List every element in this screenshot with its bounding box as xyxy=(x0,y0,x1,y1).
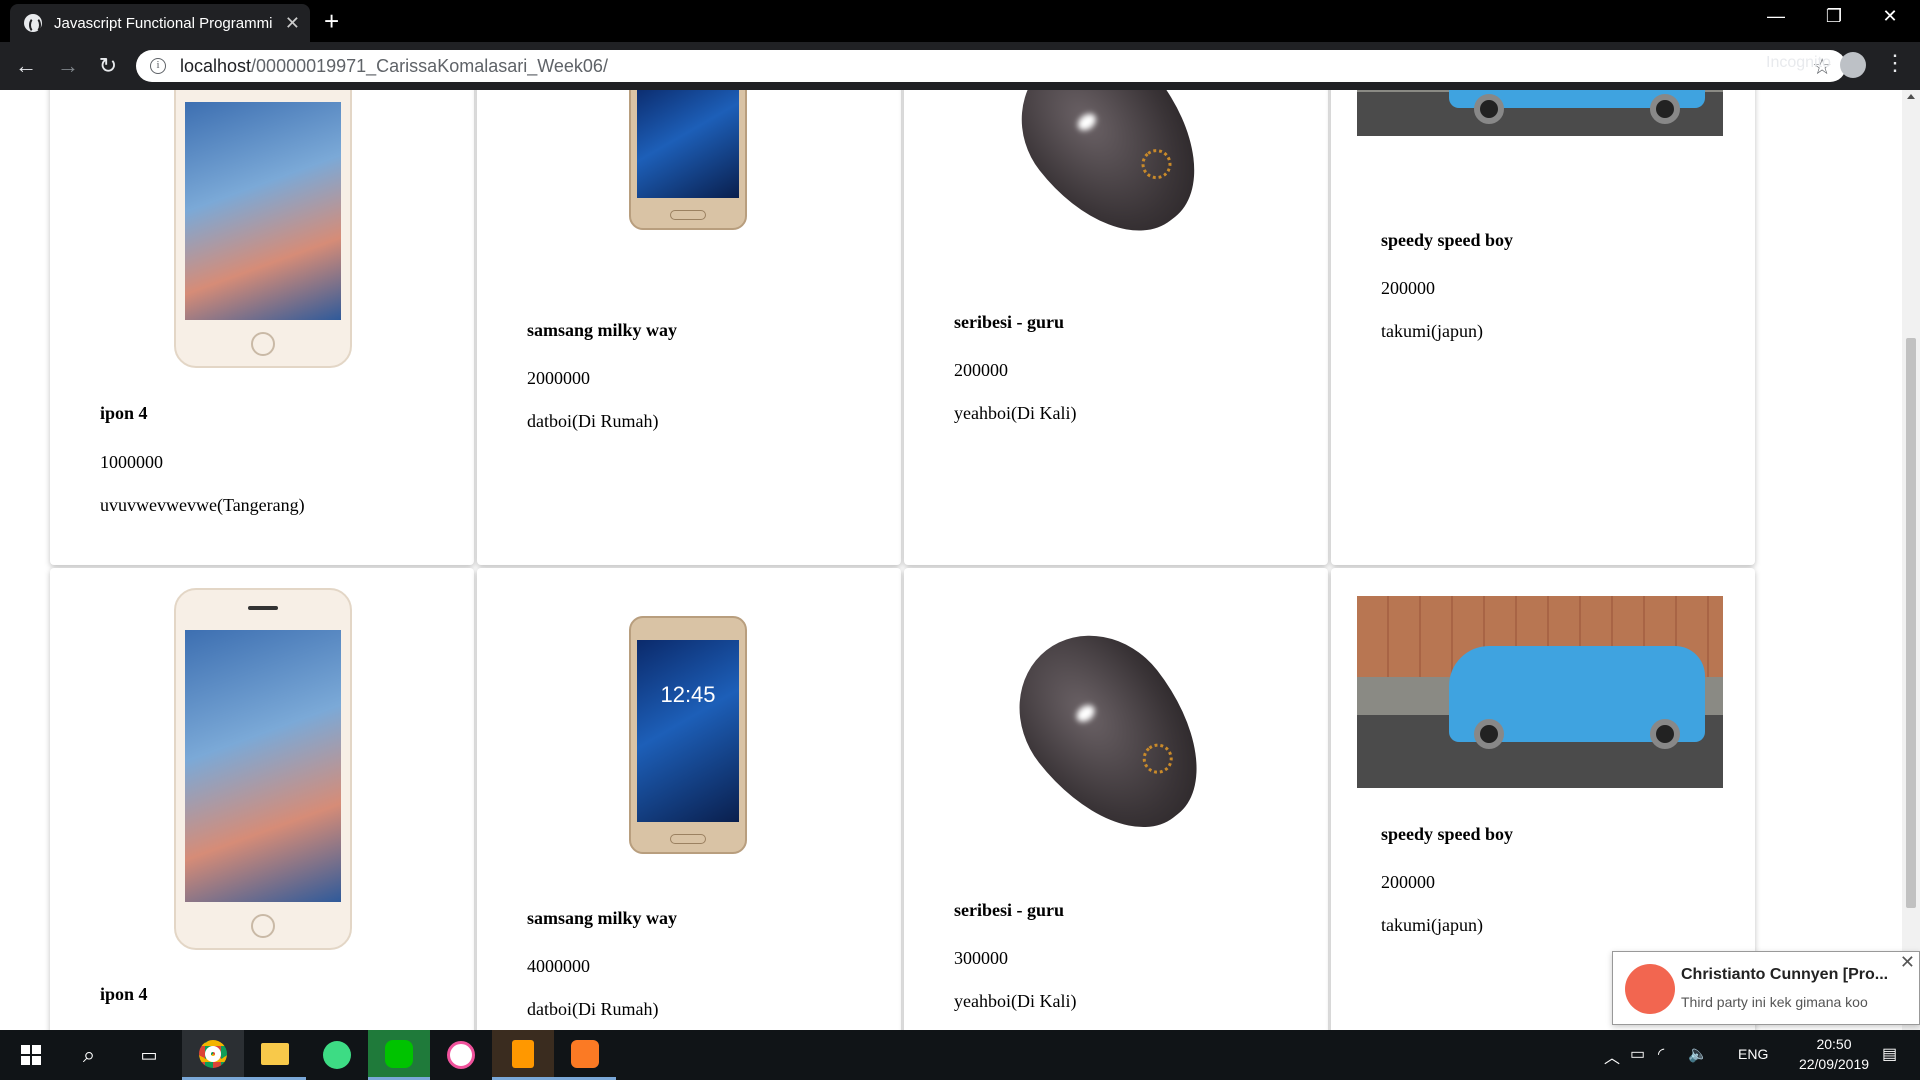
volume-icon[interactable]: 🔈 xyxy=(1688,1046,1708,1063)
xampp-icon[interactable] xyxy=(554,1030,616,1080)
product-location: datboi(Di Rumah) xyxy=(527,999,659,1019)
tab-close-icon[interactable]: ✕ xyxy=(284,12,300,33)
product-price: 200000 xyxy=(1381,278,1435,298)
scroll-thumb[interactable] xyxy=(1906,338,1916,908)
product-price: 200000 xyxy=(954,360,1008,380)
android-studio-icon[interactable] xyxy=(306,1030,368,1080)
forward-arrow-icon[interactable]: → xyxy=(57,53,79,78)
product-price: 2000000 xyxy=(527,368,590,388)
product-card: seribesi - guru 200000 yeahboi(Di Kali) xyxy=(904,90,1328,565)
wifi-icon[interactable]: ◜ xyxy=(1658,1046,1665,1063)
windows-start-icon[interactable] xyxy=(0,1030,62,1080)
incognito-icon[interactable] xyxy=(1840,52,1866,78)
product-name: ipon 4 xyxy=(100,984,148,1004)
language-indicator[interactable]: ENG xyxy=(1738,1046,1769,1062)
browser-toolbar: ← → ↻ i localhost/00000019971_CarissaKom… xyxy=(0,42,1920,90)
product-location: yeahboi(Di Kali) xyxy=(954,403,1077,423)
battery-icon[interactable]: ▭ xyxy=(1630,1046,1646,1063)
product-card: ipon 4 xyxy=(50,568,474,1030)
gaming-mouse-image xyxy=(987,604,1235,862)
avatar xyxy=(1625,964,1675,1014)
product-card: 12:45 samsang milky way 4000000 datboi(D… xyxy=(477,568,901,1030)
product-name: speedy speed boy xyxy=(1381,230,1514,250)
samsung-clock: 12:45 xyxy=(660,682,716,707)
back-arrow-icon[interactable]: ← xyxy=(15,53,37,78)
product-card: speedy speed boy 200000 takumi(japun) xyxy=(1331,90,1755,565)
product-location: takumi(japun) xyxy=(1381,321,1483,341)
iphone-image xyxy=(174,588,352,950)
windows-taskbar: ⌕ ▭ ︿ ▭ ◜ 🔈 ENG 20:50 22/09/2019 ▤ xyxy=(0,1030,1920,1080)
car-image xyxy=(1357,596,1723,788)
product-location: yeahboi(Di Kali) xyxy=(954,991,1077,1011)
product-location: datboi(Di Rumah) xyxy=(527,411,659,431)
new-tab-button[interactable]: + xyxy=(324,6,340,36)
product-name: speedy speed boy xyxy=(1381,824,1514,844)
browser-menu-icon[interactable]: ⋮ xyxy=(1884,50,1906,75)
line-app-icon[interactable] xyxy=(368,1030,430,1080)
scroll-up-arrow-icon[interactable] xyxy=(1907,94,1915,99)
sublime-text-icon[interactable] xyxy=(492,1030,554,1080)
minimize-icon[interactable]: — xyxy=(1767,6,1785,26)
product-name: ipon 4 xyxy=(100,403,148,423)
tab-title: Javascript Functional Programmi xyxy=(54,14,273,32)
clock-date[interactable]: 22/09/2019 xyxy=(1798,1056,1870,1072)
file-explorer-icon[interactable] xyxy=(244,1030,306,1080)
product-location: uvuvwevwevwe(Tangerang) xyxy=(100,495,305,515)
product-name: samsang milky way xyxy=(527,320,678,340)
samsung-phone-image: 12:45 xyxy=(629,616,747,854)
product-name: samsang milky way xyxy=(527,908,678,928)
url-host: localhost xyxy=(180,55,252,76)
browser-tab[interactable]: Javascript Functional Programmi ✕ xyxy=(10,4,310,42)
product-card: seribesi - guru 300000 yeahboi(Di Kali) xyxy=(904,568,1328,1030)
globe-icon xyxy=(24,14,42,33)
gaming-mouse-image xyxy=(990,90,1232,265)
product-price: 200000 xyxy=(1381,872,1435,892)
samsung-phone-image xyxy=(629,90,747,230)
info-icon[interactable]: i xyxy=(150,58,166,74)
product-price: 1000000 xyxy=(100,452,163,472)
notifications-icon[interactable]: ▤ xyxy=(1882,1046,1898,1063)
chevron-up-icon[interactable]: ︿ xyxy=(1604,1050,1621,1067)
product-location: takumi(japun) xyxy=(1381,915,1483,935)
search-icon[interactable]: ⌕ xyxy=(82,1042,96,1067)
product-name: seribesi - guru xyxy=(954,312,1064,332)
clock-time[interactable]: 20:50 xyxy=(1816,1036,1852,1052)
bookmark-star-icon[interactable]: ☆ xyxy=(1812,54,1832,79)
notification-message: Third party ini kek gimana koo xyxy=(1681,994,1868,1010)
task-view-icon[interactable]: ▭ xyxy=(140,1044,158,1065)
product-price: 300000 xyxy=(954,948,1008,968)
page-scrollbar[interactable] xyxy=(1902,90,1920,1030)
incognito-label: Incognito xyxy=(1766,54,1831,71)
browser-titlebar: Javascript Functional Programmi ✕ + — ❐ … xyxy=(0,0,1920,42)
product-name: seribesi - guru xyxy=(954,900,1064,920)
car-image xyxy=(1357,90,1723,136)
itunes-icon[interactable] xyxy=(430,1030,492,1080)
product-card: samsang milky way 2000000 datboi(Di Ruma… xyxy=(477,90,901,565)
product-price: 4000000 xyxy=(527,956,590,976)
page-viewport: ipon 4 1000000 uvuvwevwevwe(Tangerang) s… xyxy=(0,90,1902,1030)
url-path: /00000019971_CarissaKomalasari_Week06/ xyxy=(251,55,608,76)
iphone-image xyxy=(174,90,352,368)
reload-icon[interactable]: ↻ xyxy=(98,53,118,78)
chrome-taskbar-icon[interactable] xyxy=(182,1030,244,1080)
notification-close-icon[interactable]: ✕ xyxy=(1899,952,1915,972)
address-bar[interactable]: i localhost/00000019971_CarissaKomalasar… xyxy=(136,50,1846,82)
notification-sender: Christianto Cunnyen [Pro... xyxy=(1681,966,1889,983)
restore-icon[interactable]: ❐ xyxy=(1825,6,1843,26)
product-card: ipon 4 1000000 uvuvwevwevwe(Tangerang) xyxy=(50,90,474,565)
chat-notification[interactable]: Christianto Cunnyen [Pro... Third party … xyxy=(1612,951,1920,1025)
window-close-icon[interactable]: ✕ xyxy=(1882,6,1898,26)
